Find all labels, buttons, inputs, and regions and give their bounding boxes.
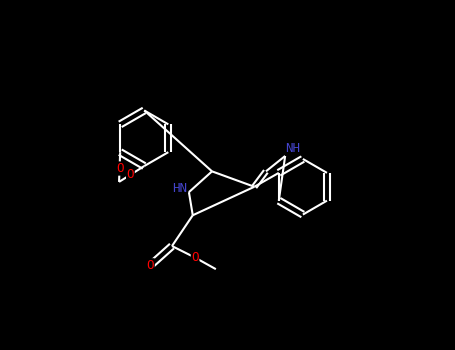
Text: O: O xyxy=(191,251,199,264)
Text: NH: NH xyxy=(285,142,300,155)
Text: HN: HN xyxy=(172,182,187,195)
Text: O: O xyxy=(147,259,154,272)
Text: O: O xyxy=(126,168,134,181)
Text: O: O xyxy=(116,162,123,175)
